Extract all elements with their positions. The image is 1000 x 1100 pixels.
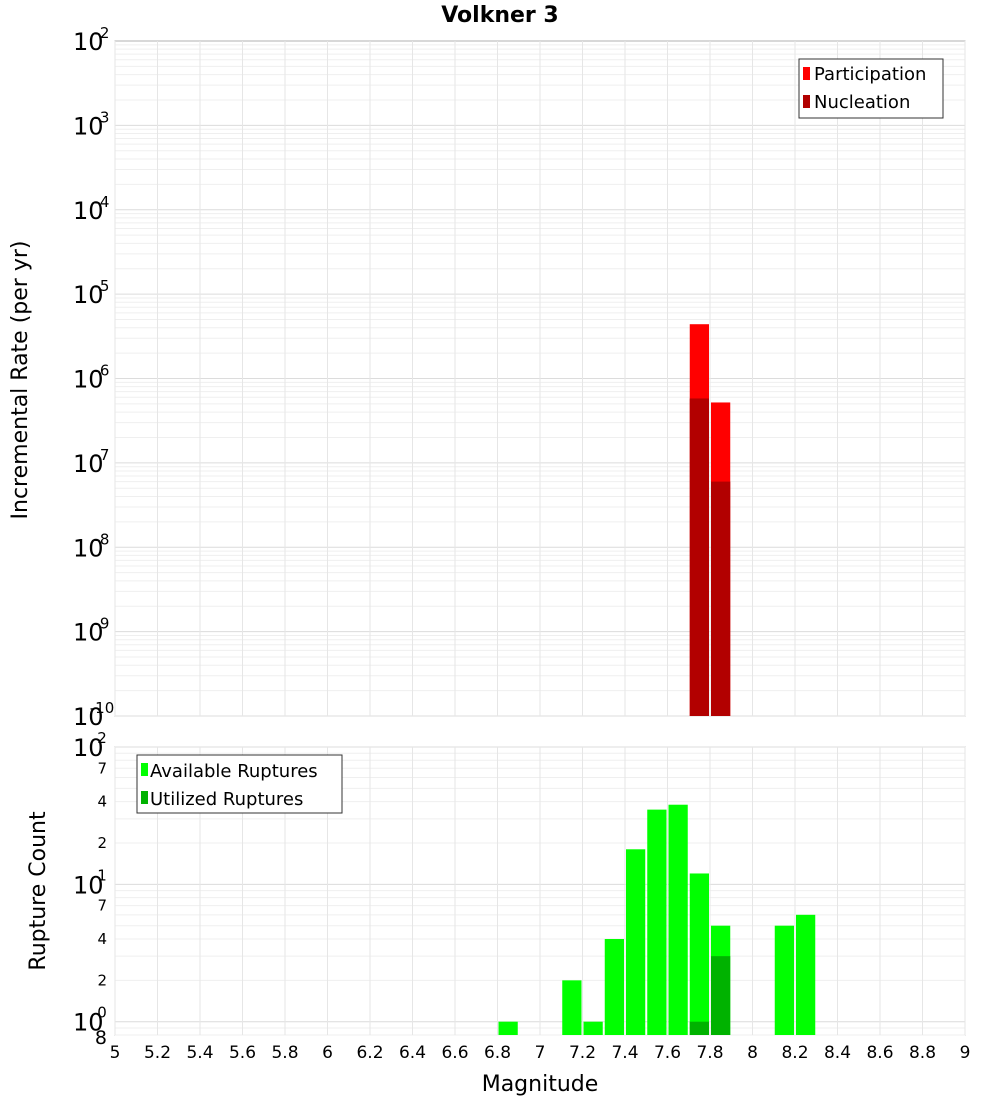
y-tick-exponent: -10 (90, 699, 115, 717)
bar-available-ruptures (604, 939, 624, 1035)
y-minor-tick-label: 7 (97, 759, 107, 777)
x-tick-label: 8.2 (781, 1043, 808, 1063)
x-tick-label: 7.8 (696, 1043, 723, 1063)
y-tick-exponent: -6 (95, 362, 110, 380)
top-legend-box (798, 58, 944, 119)
y-tick-exponent: 0 (97, 1004, 107, 1022)
y-tick-exponent: -9 (95, 615, 110, 633)
y-tick-exponent: -2 (95, 24, 110, 42)
bottom-gridlines (114, 746, 966, 1036)
bar-utilized-ruptures (711, 956, 731, 1035)
top-y-axis-label: Incremental Rate (per yr) (8, 241, 33, 520)
legend-label-utilized: Utilized Ruptures (150, 789, 303, 810)
y-minor-tick-label: 4 (97, 793, 107, 811)
y-minor-tick-label: 2 (97, 834, 107, 852)
bar-available-ruptures (583, 1021, 603, 1035)
y-tick-label: 10 (73, 1009, 104, 1037)
x-tick-label: 6.8 (484, 1043, 511, 1063)
y-tick-label: 10 (73, 112, 104, 140)
y-tick-exponent: 2 (97, 729, 107, 747)
y-tick-label: 10 (73, 366, 104, 394)
y-tick-exponent: -8 (95, 530, 110, 548)
legend-swatch-participation (803, 67, 810, 80)
bottom-bars (498, 804, 816, 1035)
y-tick-label: 10 (73, 281, 104, 309)
bar-nucleation (689, 398, 709, 716)
x-tick-label: 6.2 (356, 1043, 383, 1063)
y-tick-exponent: -5 (95, 277, 110, 295)
legend-label-nucleation: Nucleation (814, 92, 910, 113)
y-tick-label: 10 (73, 534, 104, 562)
bar-available-ruptures (647, 809, 667, 1035)
x-tick-label: 8.8 (909, 1043, 936, 1063)
top-gridlines (114, 41, 966, 717)
x-tick-label: 8.4 (824, 1043, 851, 1063)
x-tick-label: 7 (535, 1043, 546, 1063)
bar-utilized-ruptures (689, 1021, 709, 1035)
x-axis-label: Magnitude (482, 1072, 599, 1097)
y-tick-exponent: 1 (97, 866, 107, 884)
x-tick-label: 7.4 (611, 1043, 638, 1063)
bar-available-ruptures (562, 980, 582, 1035)
y-tick-label: 10 (73, 871, 104, 899)
x-tick-label: 5.2 (144, 1043, 171, 1063)
x-tick-label: 9 (960, 1043, 971, 1063)
x-tick-label: 7.2 (569, 1043, 596, 1063)
legend-swatch-nucleation (803, 95, 810, 108)
chart-title: Volkner 3 (441, 3, 559, 28)
x-tick-label: 5.8 (271, 1043, 298, 1063)
y-tick-label: 10 (73, 734, 104, 762)
y-tick-label: 10 (73, 619, 104, 647)
bar-available-ruptures (796, 914, 816, 1035)
x-tick-label: 8 (747, 1043, 758, 1063)
y-tick-exponent: -4 (95, 193, 110, 211)
x-tick-label: 5.6 (229, 1043, 256, 1063)
bar-available-ruptures (626, 849, 646, 1035)
y-minor-tick-label: 2 (97, 971, 107, 989)
legend-label-available: Available Ruptures (150, 761, 318, 782)
legend-swatch-utilized (141, 791, 148, 804)
bar-available-ruptures (689, 873, 709, 1035)
x-tick-label: 7.6 (654, 1043, 681, 1063)
bar-available-ruptures (498, 1021, 518, 1035)
x-tick-label: 5 (110, 1043, 121, 1063)
top-bars (689, 324, 731, 716)
y-tick-exponent: -7 (95, 446, 110, 464)
legend-swatch-available (141, 763, 148, 776)
x-tick-label: 6.4 (399, 1043, 426, 1063)
y-tick-label: 10 (73, 703, 104, 731)
bottom-y-axis-label: Rupture Count (26, 811, 51, 971)
y-tick-exponent: -3 (95, 108, 110, 126)
x-tick-labels: 5 5.2 5.4 5.6 5.8 6 6.2 6.4 6.6 6.8 7 7.2 7.4 7.6 7.8 8… (110, 1043, 971, 1063)
y-tick-label: 10 (73, 450, 104, 478)
top-legend: Participation Nucleation (798, 58, 944, 119)
y-tick-label: 10 (73, 28, 104, 56)
bar-available-ruptures (668, 804, 688, 1035)
y-minor-tick-label: 4 (97, 930, 107, 948)
x-tick-label: 8.6 (866, 1043, 893, 1063)
bar-nucleation (711, 481, 731, 716)
y-minor-tick-label: 8 (95, 1027, 107, 1049)
legend-label-participation: Participation (814, 64, 926, 85)
bottom-legend-box (136, 754, 343, 814)
x-tick-label: 6.6 (441, 1043, 468, 1063)
y-tick-label: 10 (73, 197, 104, 225)
y-minor-tick-label: 7 (97, 897, 107, 915)
bottom-legend: Available Ruptures Utilized Ruptures (136, 754, 343, 814)
x-tick-label: 5.4 (186, 1043, 213, 1063)
x-tick-label: 6 (322, 1043, 333, 1063)
bar-available-ruptures (774, 925, 794, 1035)
